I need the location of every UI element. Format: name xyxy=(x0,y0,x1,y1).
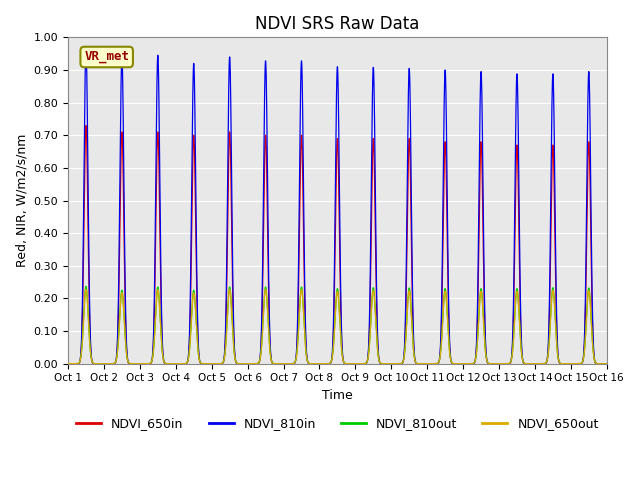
Title: NDVI SRS Raw Data: NDVI SRS Raw Data xyxy=(255,15,420,33)
Text: VR_met: VR_met xyxy=(84,50,129,63)
Y-axis label: Red, NIR, W/m2/s/nm: Red, NIR, W/m2/s/nm xyxy=(15,134,28,267)
Legend: NDVI_650in, NDVI_810in, NDVI_810out, NDVI_650out: NDVI_650in, NDVI_810in, NDVI_810out, NDV… xyxy=(71,412,604,435)
X-axis label: Time: Time xyxy=(322,389,353,402)
